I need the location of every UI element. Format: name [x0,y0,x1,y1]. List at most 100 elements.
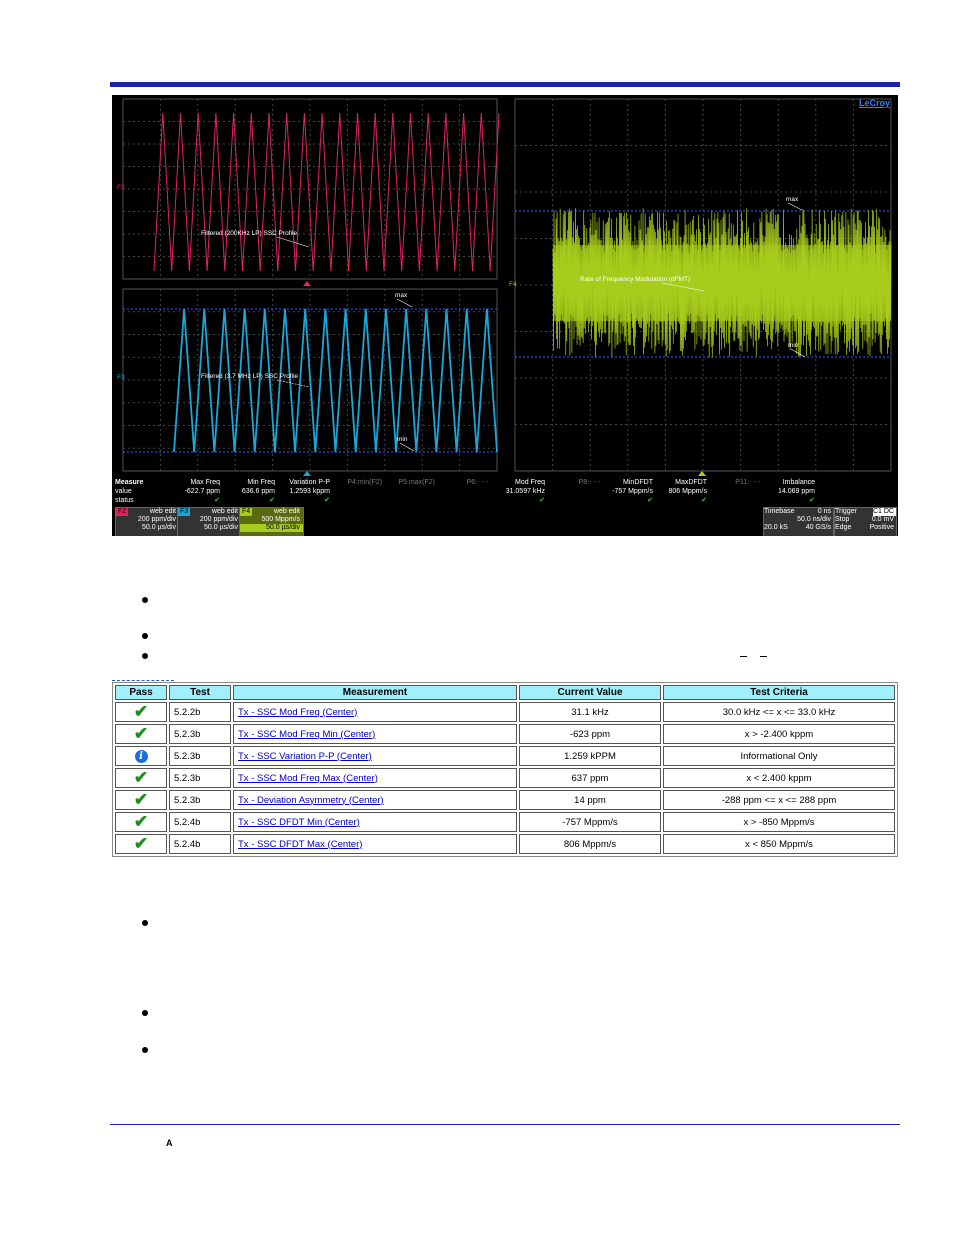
criteria-cell: x > -850 Mppm/s [663,812,895,832]
f4-marker [698,471,706,476]
measure-value: 1.2593 kppm [289,488,330,495]
f4-ref-label: F4 [509,281,517,288]
channel-time: 50.0 µs/div [142,524,176,531]
measure-column[interactable]: P8:- - - [540,478,600,487]
header-current-value: Current Value [519,685,661,700]
measure-name: P5:max(F2) [398,479,435,486]
scope-waveforms: F2 Filtered (200KHz LP) SSC Profile F3 Filt… [117,98,892,476]
trigger-source: C1 DC [872,508,896,516]
measure-name: Max Freq [190,479,220,486]
measure-name: Variation P-P [289,479,330,486]
header-rule [110,82,900,87]
value-cell: -623 ppm [519,724,661,744]
channel-mode: web edit [211,508,238,515]
f3-min-leader [399,442,415,452]
timebase-box[interactable]: Timebase 0 ns 50.0 ns/div 20.0 kS 40 GS/s [763,507,834,536]
f3-max-leader [396,298,413,308]
pass-cell: ✔ [115,724,167,744]
measure-column[interactable]: MaxDFDT 806 Mppm/s ✔ [647,478,707,505]
f3-min-label: min [397,436,408,443]
measure-status: ✔ [539,497,545,504]
measure-status: ✔ [809,497,815,504]
measurement-link[interactable]: Tx - SSC Mod Freq (Center) [238,706,358,718]
dash-mark [740,656,747,657]
table-row: ✔ 5.2.4b Tx - SSC DFDT Min (Center) -757 Mp… [115,812,895,832]
value-cell: 806 Mppm/s [519,834,661,854]
measure-column[interactable]: Max Freq -622.7 ppm ✔ [160,478,220,505]
measure-name: MinDFDT [623,479,653,486]
measurement-link[interactable]: Tx - SSC Variation P-P (Center) [238,750,372,762]
measurement-link[interactable]: Tx - Deviation Asymmetry (Center) [238,794,384,806]
measure-value: 31.0597 kHz [505,488,545,495]
info-icon: i [134,749,148,763]
f2-annotation-leader [276,236,310,248]
value-cell: -757 Mppm/s [519,812,661,832]
bullet-1 [142,597,148,603]
measure-name: P8:- - - [578,479,600,486]
f2-ref-label: F2 [117,184,125,191]
test-cell: 5.2.4b [169,834,231,854]
criteria-cell: x < 2.400 kppm [663,768,895,788]
trigger-level: 0.0 mV [871,516,894,523]
bullet-6 [142,1047,148,1053]
measurement-link[interactable]: Tx - SSC DFDT Min (Center) [238,816,360,828]
channel-box-f4[interactable]: F4 web edit 500 Mppm/s 50.0 µs/div [239,507,304,536]
measure-column[interactable]: Min Freq 636.6 ppm ✔ [215,478,275,505]
measure-status: ✔ [269,497,275,504]
f3-waveform [173,308,498,453]
criteria-cell: -288 ppm <= x <= 288 ppm [663,790,895,810]
f4-max-leader [787,202,803,211]
table-header-row: Pass Test Measurement Current Value Test… [115,685,895,700]
channel-mode: web edit [149,508,176,515]
test-cell: 5.2.3b [169,790,231,810]
criteria-cell: 30.0 kHz <= x <= 33.0 kHz [663,702,895,722]
header-test: Test [169,685,231,700]
channel-box-f2[interactable]: F2 web edit 200 ppm/div 50.0 µs/div [115,507,180,536]
measurement-cell: Tx - SSC Mod Freq Min (Center) [233,724,517,744]
f4-max-label: max [786,196,799,203]
trigger-box[interactable]: Trigger C1 DC Stop 0.0 mV Edge Positive [834,507,897,536]
f4-annotation: Rate of Frequency Modulation (dFMT) [580,276,690,283]
criteria-cell: x < 850 Mppm/s [663,834,895,854]
measure-name: P6:- - - [466,479,488,486]
footer-letter: A [166,1138,173,1148]
measure-column[interactable]: P6:- - - [428,478,488,487]
timebase-samples: 20.0 kS [764,524,788,531]
timebase-offset: 0 ns [817,508,831,515]
measure-column[interactable]: Mod Freq 31.0597 kHz ✔ [485,478,545,505]
value-cell: 14 ppm [519,790,661,810]
trigger-label: Trigger [835,508,857,515]
measurement-link[interactable]: Tx - SSC Mod Freq Min (Center) [238,728,376,740]
criteria-cell: x > -2.400 kppm [663,724,895,744]
measure-column[interactable]: Variation P-P 1.2593 kppm ✔ [270,478,330,505]
measurement-link[interactable]: Tx - SSC Mod Freq Max (Center) [238,772,378,784]
measure-column[interactable]: MinDFDT -757 Mppm/s ✔ [593,478,653,505]
test-cell: 5.2.3b [169,768,231,788]
check-icon: ✔ [133,702,149,721]
channel-tag: F2 [116,508,129,516]
bullet-3 [142,653,148,659]
measure-name: P11:- - - [735,479,760,486]
criteria-cell: Informational Only [663,746,895,766]
measure-column[interactable]: P4:min(F2) [322,478,382,487]
pass-cell: ✔ [115,834,167,854]
pass-cell: ✔ [115,812,167,832]
value-label: value [115,488,132,495]
measure-name: Min Freq [247,479,275,486]
measure-name: Mod Freq [515,479,545,486]
channel-tag: F4 [240,508,253,516]
measure-name: MaxDFDT [675,479,707,486]
channel-box-f3[interactable]: F3 web edit 200 ppm/div 50.0 µs/div [177,507,242,536]
status-label: status [115,497,134,504]
measure-column[interactable]: Imbalance 14.069 ppm ✔ [755,478,815,505]
measure-column[interactable]: P11:- - - [700,478,760,487]
measure-value: 806 Mppm/s [668,488,707,495]
measure-status: ✔ [647,497,653,504]
check-icon: ✔ [133,812,149,831]
measurement-link[interactable]: Tx - SSC DFDT Max (Center) [238,838,363,850]
measure-column[interactable]: P5:max(F2) [375,478,435,487]
check-icon: ✔ [133,724,149,743]
test-cell: 5.2.3b [169,724,231,744]
table-row: ✔ 5.2.3b Tx - Deviation Asymmetry (Center)… [115,790,895,810]
trigger-mode: Stop [835,516,850,523]
